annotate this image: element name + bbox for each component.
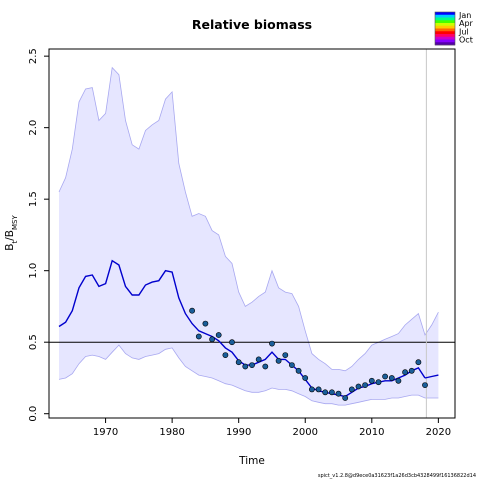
- legend-frame: [434, 11, 456, 46]
- observation-point: [195, 333, 202, 340]
- legend-color-swatch: [435, 25, 455, 29]
- observation-point: [308, 386, 315, 393]
- observation-point: [302, 375, 309, 381]
- observation-point: [242, 363, 249, 370]
- legend-color-swatch: [435, 42, 455, 46]
- plot-area: [49, 49, 455, 418]
- observation-point: [262, 363, 269, 370]
- x-tick-label: 2000: [293, 427, 318, 438]
- x-axis-label: Time: [238, 455, 265, 467]
- observation-point: [275, 357, 282, 364]
- observation-point: [322, 389, 329, 396]
- x-tick-label: 1980: [159, 427, 184, 438]
- legend-color-swatch: [435, 28, 455, 32]
- observation-point: [335, 390, 342, 397]
- observation-point: [315, 386, 322, 393]
- x-tick-label: 2010: [359, 427, 384, 438]
- observation-point: [382, 373, 388, 380]
- x-axis: 1970 1980 1990 2000 2010 2020: [93, 418, 451, 438]
- observation-point: [362, 382, 368, 388]
- footer-version-text: spict_v1.2.8@d9ece0a31623f1a26d3cb432849…: [318, 473, 476, 479]
- observation-point: [282, 352, 289, 358]
- observation-point: [415, 359, 422, 366]
- legend-color-swatch: [435, 20, 455, 24]
- confidence-band: [59, 67, 439, 406]
- forecast-line: [424, 374, 439, 379]
- observation-point: [269, 340, 275, 347]
- y-tick-label: 2.0: [28, 120, 39, 136]
- legend-label: Apr: [459, 19, 474, 28]
- observation-point: [355, 383, 362, 390]
- observation-point: [288, 362, 295, 368]
- y-tick-label: 1.5: [28, 191, 39, 207]
- x-tick-label: 1970: [93, 427, 118, 438]
- legend-color-swatch: [435, 36, 455, 40]
- x-tick-label: 2020: [426, 427, 451, 438]
- plot-frame: [48, 48, 456, 419]
- observation-point: [202, 320, 209, 327]
- observation-point: [209, 336, 215, 343]
- observation-point: [229, 339, 235, 346]
- y-tick-label: 2.5: [28, 48, 39, 64]
- observation-point: [255, 356, 262, 363]
- observation-point: [328, 389, 335, 396]
- observation-point: [388, 375, 395, 381]
- observation-point: [368, 377, 375, 384]
- y-axis-label: Bt/BMSY: [4, 215, 19, 251]
- observation-point: [215, 332, 222, 338]
- legend-color-swatch: [435, 23, 455, 27]
- confidence-lower-line: [58, 344, 439, 406]
- legend-label: Oct: [459, 36, 473, 45]
- legend-color-swatch: [435, 39, 455, 43]
- legend-color-swatch: [435, 14, 455, 18]
- y-tick-label: 0.5: [28, 334, 39, 350]
- observation-point: [295, 367, 302, 374]
- legend-label: Jan: [458, 11, 471, 20]
- chart-title: Relative biomass: [192, 17, 312, 32]
- observation-point: [189, 307, 195, 314]
- x-tick-label: 1990: [226, 427, 251, 438]
- observation-point: [222, 352, 229, 358]
- confidence-upper-line: [58, 66, 439, 372]
- y-axis: 0.0 0.5 1.0 1.5 2.0 2.5: [28, 48, 49, 422]
- observation-point: [342, 395, 349, 401]
- observation-point: [422, 382, 428, 388]
- legend-color-swatch: [435, 34, 455, 38]
- legend-color-swatch: [435, 31, 455, 35]
- observation-point: [408, 367, 415, 374]
- legend-color-swatch: [435, 12, 455, 16]
- observation-point: [249, 362, 255, 368]
- observation-point: [395, 377, 402, 384]
- observation-point: [235, 359, 242, 366]
- legend-color-swatch: [435, 17, 455, 21]
- y-tick-label: 0.0: [28, 406, 39, 422]
- observation-point: [402, 369, 408, 376]
- legend-label: Jul: [458, 27, 469, 36]
- observation-point: [348, 386, 355, 393]
- y-tick-label: 1.0: [28, 263, 39, 279]
- observation-point: [375, 379, 382, 386]
